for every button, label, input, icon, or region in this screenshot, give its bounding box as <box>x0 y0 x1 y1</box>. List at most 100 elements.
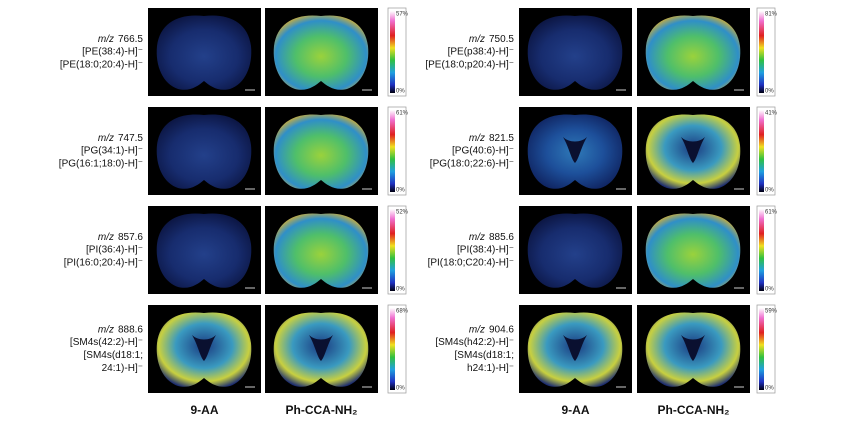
scale-max: 41% <box>765 111 778 117</box>
lipid-label: [PG(16:1;18:0)-H]⁻ <box>59 159 143 170</box>
mz-value: 747.5 <box>118 133 143 144</box>
colorbar <box>390 11 395 93</box>
tissue-section <box>527 15 623 90</box>
ventricle <box>563 335 587 361</box>
scale-min: 0% <box>396 188 405 194</box>
column-label: 9-AA <box>190 403 218 417</box>
colorbar <box>759 308 764 390</box>
lipid-label: 24:1)-H]⁻ <box>102 363 143 374</box>
mz-value: 885.6 <box>489 232 514 243</box>
colorbar <box>759 11 764 93</box>
mz-value: 904.6 <box>489 324 514 335</box>
mz-label: m/z <box>469 232 485 243</box>
ion-label: m/z 747.5 <box>98 133 144 144</box>
column-label: 9-AA <box>561 403 589 417</box>
column-label: Ph-CCA-NH₂ <box>286 403 358 417</box>
scale-max: 52% <box>396 210 409 216</box>
tissue-section <box>156 213 252 288</box>
scale-min: 0% <box>765 287 774 293</box>
scale-min: 0% <box>765 89 774 95</box>
lipid-label: h24:1)-H]⁻ <box>467 363 514 374</box>
scale-max: 59% <box>765 309 778 315</box>
scale-max: 68% <box>396 309 409 315</box>
mz-value: 888.6 <box>118 324 143 335</box>
tissue-section <box>273 15 369 90</box>
lipid-label: [PE(18:0;p20:4)-H]⁻ <box>425 60 514 71</box>
mz-label: m/z <box>98 34 114 45</box>
ph-cca-image <box>645 15 744 91</box>
lipid-label: [PE(18:0;20:4)-H]⁻ <box>60 60 143 71</box>
tissue-section <box>527 213 623 288</box>
mz-value: 750.5 <box>489 34 514 45</box>
mz-value: 766.5 <box>118 34 143 45</box>
lipid-label: [PI(38:4)-H]⁻ <box>457 245 514 256</box>
lipid-label: [PG(40:6)-H]⁻ <box>452 146 514 157</box>
ph-cca-image <box>645 114 744 190</box>
scale-max: 61% <box>765 210 778 216</box>
lipid-label: [PG(18:0;22:6)-H]⁻ <box>430 159 514 170</box>
scale-min: 0% <box>765 188 774 194</box>
lipid-label: [PG(34:1)-H]⁻ <box>81 146 143 157</box>
ion-label: m/z 821.5 <box>469 133 515 144</box>
ventricle <box>563 137 587 163</box>
aa-image <box>156 312 255 388</box>
scale-min: 0% <box>396 287 405 293</box>
scale-max: 81% <box>765 12 778 18</box>
ion-label: m/z 750.5 <box>469 34 515 45</box>
mz-label: m/z <box>98 133 114 144</box>
tissue-section <box>156 114 252 189</box>
tissue-section <box>273 114 369 189</box>
colorbar <box>759 110 764 192</box>
colorbar <box>390 308 395 390</box>
scale-max: 57% <box>396 12 409 18</box>
lipid-label: [SM4s(d18:1; <box>84 350 143 361</box>
colorbar <box>759 209 764 291</box>
ph-cca-image <box>645 213 744 289</box>
tissue-section <box>156 15 252 90</box>
ph-cca-image <box>273 15 372 91</box>
mz-label: m/z <box>469 34 485 45</box>
mz-label: m/z <box>469 133 485 144</box>
lipid-label: [PE(p38:4)-H]⁻ <box>448 47 514 58</box>
scale-min: 0% <box>396 386 405 392</box>
tissue-section <box>645 15 741 90</box>
mz-label: m/z <box>469 324 485 335</box>
scale-max: 61% <box>396 111 409 117</box>
mz-value: 821.5 <box>489 133 514 144</box>
aa-image <box>156 114 255 190</box>
ventricle <box>309 335 333 361</box>
aa-image <box>527 213 626 289</box>
colorbar <box>390 110 395 192</box>
ion-label: m/z 888.6 <box>98 324 144 335</box>
mz-value: 857.6 <box>118 232 143 243</box>
ion-label: m/z 857.6 <box>98 232 144 243</box>
aa-image <box>156 15 255 91</box>
column-label: Ph-CCA-NH₂ <box>658 403 730 417</box>
scale-min: 0% <box>396 89 405 95</box>
lipid-label: [SM4s(h42:2)-H]⁻ <box>435 337 514 348</box>
scale-min: 0% <box>765 386 774 392</box>
ph-cca-image <box>273 114 372 190</box>
aa-image <box>527 114 626 190</box>
mz-label: m/z <box>98 324 114 335</box>
aa-image <box>527 312 626 388</box>
lipid-label: [SM4s(d18:1; <box>455 350 514 361</box>
lipid-label: [PI(16:0;20:4)-H]⁻ <box>64 258 143 269</box>
ph-cca-image <box>645 312 744 388</box>
colorbar <box>390 209 395 291</box>
tissue-section <box>645 213 741 288</box>
ventricle <box>681 137 705 163</box>
mz-label: m/z <box>98 232 114 243</box>
aa-image <box>527 15 626 91</box>
ion-label: m/z 904.6 <box>469 324 515 335</box>
ventricle <box>681 335 705 361</box>
ion-label: m/z 885.6 <box>469 232 515 243</box>
tissue-section <box>273 213 369 288</box>
lipid-label: [SM4s(42:2)-H]⁻ <box>70 337 143 348</box>
ph-cca-image <box>273 312 372 388</box>
lipid-label: [PI(18:0;C20:4)-H]⁻ <box>428 258 514 269</box>
aa-image <box>156 213 255 289</box>
ion-label: m/z 766.5 <box>98 34 144 45</box>
ph-cca-image <box>273 213 372 289</box>
